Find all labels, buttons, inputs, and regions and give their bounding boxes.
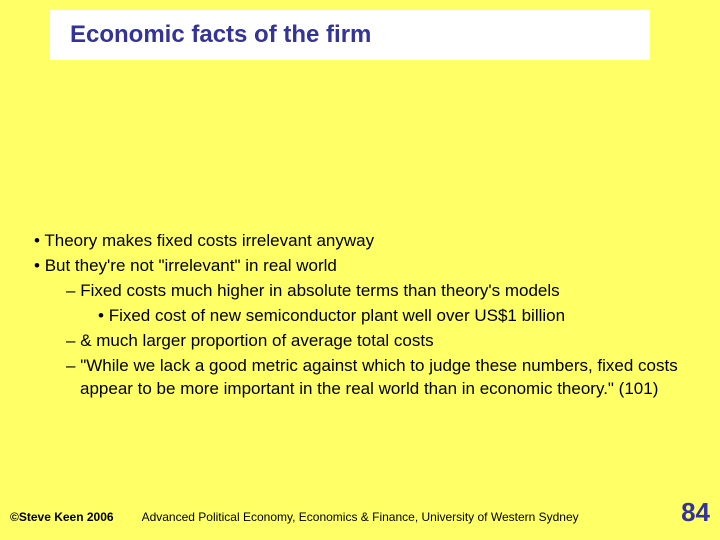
bullet-text: Theory makes fixed costs irrelevant anyw… [44, 231, 374, 250]
slide-body: Theory makes fixed costs irrelevant anyw… [20, 230, 690, 403]
title-bar: Economic facts of the firm [50, 10, 650, 60]
bullet-text: "While we lack a good metric against whi… [80, 356, 678, 398]
bullet-lvl3: Fixed cost of new semiconductor plant we… [20, 305, 690, 328]
bullet-lvl2: & much larger proportion of average tota… [20, 330, 690, 353]
bullet-text: & much larger proportion of average tota… [80, 331, 433, 350]
bullet-text: Fixed cost of new semiconductor plant we… [109, 306, 565, 325]
bullet-lvl2: Fixed costs much higher in absolute term… [20, 280, 690, 303]
bullet-lvl2: "While we lack a good metric against whi… [20, 355, 690, 401]
slide-title: Economic facts of the firm [70, 21, 371, 49]
bullet-lvl1: Theory makes fixed costs irrelevant anyw… [20, 230, 690, 253]
bullet-text: Fixed costs much higher in absolute term… [80, 281, 559, 300]
footer-copyright: ©Steve Keen 2006 [10, 510, 114, 524]
bullet-text: But they're not "irrelevant" in real wor… [45, 256, 337, 275]
page-number: 84 [681, 497, 710, 528]
bullet-lvl1: But they're not "irrelevant" in real wor… [20, 255, 690, 278]
footer-course: Advanced Political Economy, Economics & … [142, 510, 672, 524]
slide-footer: ©Steve Keen 2006 Advanced Political Econ… [10, 497, 710, 528]
